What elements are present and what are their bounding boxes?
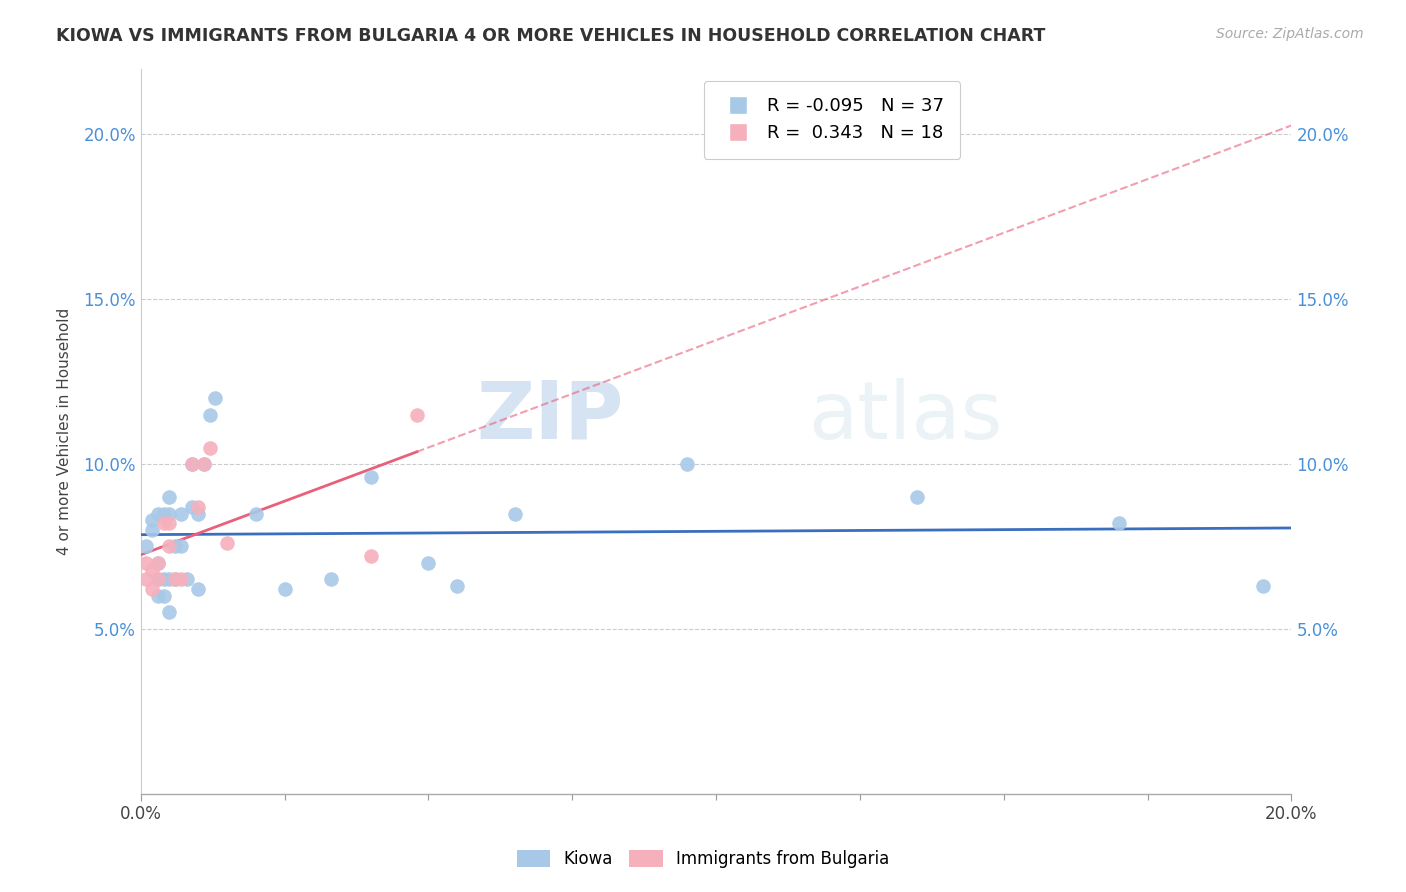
Point xyxy=(152,516,174,531)
Point xyxy=(146,573,169,587)
Point xyxy=(170,573,193,587)
Point xyxy=(146,589,169,603)
Point xyxy=(170,507,193,521)
Point xyxy=(187,500,209,514)
Point xyxy=(176,573,198,587)
Point xyxy=(141,562,163,576)
Point xyxy=(193,457,215,471)
Legend: R = -0.095   N = 37, R =  0.343   N = 18: R = -0.095 N = 37, R = 0.343 N = 18 xyxy=(704,81,960,159)
Point xyxy=(187,582,209,597)
Point xyxy=(146,556,169,570)
Text: ZIP: ZIP xyxy=(477,377,624,456)
Point xyxy=(181,457,204,471)
Point xyxy=(141,523,163,537)
Point xyxy=(907,490,929,504)
Point xyxy=(152,507,174,521)
Point xyxy=(418,556,440,570)
Point xyxy=(157,516,180,531)
Point xyxy=(157,606,180,620)
Point xyxy=(181,500,204,514)
Point xyxy=(141,582,163,597)
Point xyxy=(503,507,526,521)
Point xyxy=(360,470,382,484)
Point xyxy=(146,573,169,587)
Point xyxy=(165,540,187,554)
Point xyxy=(146,507,169,521)
Point xyxy=(170,540,193,554)
Point xyxy=(152,589,174,603)
Point xyxy=(187,507,209,521)
Point xyxy=(446,579,468,593)
Point xyxy=(1108,516,1130,531)
Point xyxy=(157,540,180,554)
Point xyxy=(204,391,226,405)
Point xyxy=(360,549,382,564)
Point xyxy=(1251,579,1274,593)
Point xyxy=(165,573,187,587)
Point xyxy=(198,408,221,422)
Point xyxy=(215,536,238,550)
Point xyxy=(405,408,427,422)
Point xyxy=(157,573,180,587)
Point xyxy=(193,457,215,471)
Point xyxy=(135,556,157,570)
Point xyxy=(157,507,180,521)
Point xyxy=(135,573,157,587)
Point xyxy=(198,441,221,455)
Point xyxy=(165,573,187,587)
Text: Source: ZipAtlas.com: Source: ZipAtlas.com xyxy=(1216,27,1364,41)
Point xyxy=(152,573,174,587)
Point xyxy=(273,582,295,597)
Point xyxy=(146,556,169,570)
Point xyxy=(676,457,699,471)
Point xyxy=(157,490,180,504)
Y-axis label: 4 or more Vehicles in Household: 4 or more Vehicles in Household xyxy=(58,308,72,555)
Legend: Kiowa, Immigrants from Bulgaria: Kiowa, Immigrants from Bulgaria xyxy=(510,843,896,875)
Point xyxy=(245,507,267,521)
Point xyxy=(181,457,204,471)
Text: KIOWA VS IMMIGRANTS FROM BULGARIA 4 OR MORE VEHICLES IN HOUSEHOLD CORRELATION CH: KIOWA VS IMMIGRANTS FROM BULGARIA 4 OR M… xyxy=(56,27,1046,45)
Point xyxy=(141,513,163,527)
Point xyxy=(319,573,342,587)
Text: atlas: atlas xyxy=(808,377,1002,456)
Point xyxy=(135,540,157,554)
